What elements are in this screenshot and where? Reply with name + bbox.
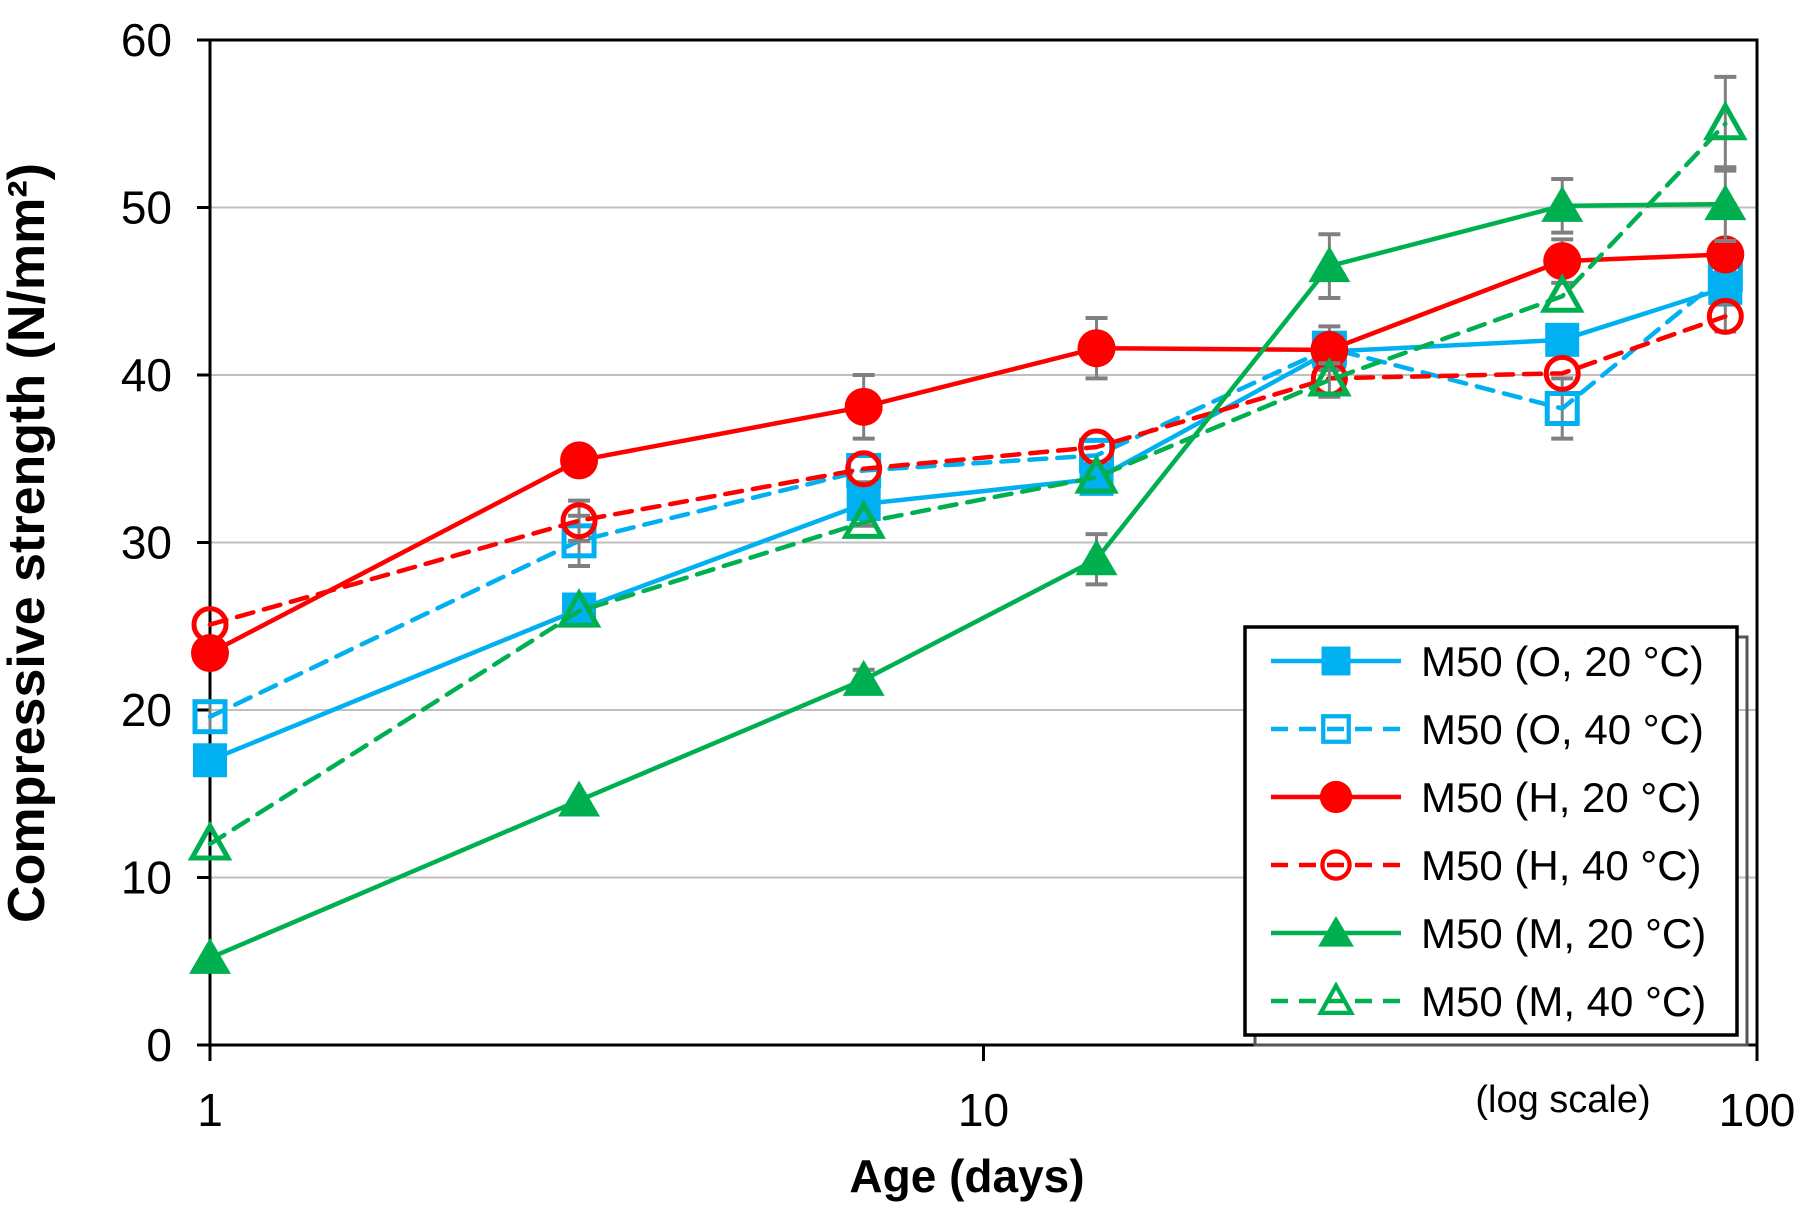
- marker-circle-open: [845, 450, 883, 488]
- marker-circle-filled: [1543, 242, 1582, 281]
- y-tick-label-10: 10: [121, 852, 172, 904]
- marker-triangle-open: [1074, 454, 1119, 494]
- marker-triangle-filled: [558, 780, 601, 817]
- marker-circle-filled: [1077, 329, 1116, 368]
- x-axis-title: Age (days): [849, 1150, 1084, 1202]
- marker-triangle-filled: [1704, 184, 1747, 221]
- marker-circle-open: [1543, 354, 1581, 392]
- marker-circle-filled: [1310, 330, 1349, 369]
- series-line-3: [207, 314, 1728, 627]
- marker-square-filled: [1321, 646, 1351, 676]
- legend-label-2: M50 (H, 20 °C): [1421, 774, 1702, 821]
- x-tick-label-1: 1: [197, 1084, 223, 1136]
- legend-label-4: M50 (M, 20 °C): [1421, 910, 1706, 957]
- marker-triangle-open: [1539, 273, 1585, 313]
- legend-box: [1243, 625, 1739, 1037]
- marker-triangle-filled: [1075, 539, 1118, 576]
- marker-circle-open: [191, 606, 229, 644]
- marker-triangle-open: [1703, 100, 1748, 141]
- marker-triangle-open: [187, 820, 233, 861]
- marker-square-filled: [1545, 322, 1580, 357]
- marker-square-open: [1321, 714, 1351, 744]
- x-tick-label-100: 100: [1719, 1084, 1796, 1136]
- y-tick-label-30: 30: [121, 517, 172, 569]
- marker-circle-open: [560, 502, 598, 540]
- marker-circle-filled: [844, 387, 883, 426]
- marker-circle-filled: [1319, 780, 1353, 814]
- marker-triangle-open: [1307, 356, 1352, 397]
- legend-label-0: M50 (O, 20 °C): [1421, 638, 1704, 685]
- marker-circle-filled: [1706, 235, 1745, 274]
- legend-label-5: M50 (M, 40 °C): [1421, 978, 1706, 1025]
- marker-circle-filled: [560, 441, 599, 480]
- marker-triangle-filled: [1308, 246, 1351, 283]
- marker-triangle-filled: [1318, 916, 1354, 947]
- marker-triangle-filled: [189, 937, 231, 974]
- marker-square-open: [1544, 391, 1580, 426]
- marker-circle-open: [1706, 297, 1744, 335]
- marker-triangle-filled: [842, 659, 885, 696]
- y-tick-label-60: 60: [121, 14, 172, 66]
- marker-square-filled: [193, 743, 227, 778]
- series-line-5: [207, 121, 1728, 847]
- y-tick-label-20: 20: [121, 684, 172, 736]
- y-axis-title: Compressive strength (N/mm²): [0, 163, 56, 923]
- y-tick-label-40: 40: [121, 349, 172, 401]
- x-tick-label-10: 10: [958, 1084, 1009, 1136]
- legend-label-3: M50 (H, 40 °C): [1421, 842, 1702, 889]
- log-scale-note: (log scale): [1475, 1079, 1650, 1121]
- legend-label-1: M50 (O, 40 °C): [1421, 706, 1704, 753]
- y-tick-label-50: 50: [121, 182, 172, 234]
- marker-square-open: [192, 699, 228, 735]
- marker-circle-filled: [191, 634, 229, 673]
- marker-circle-open: [1320, 849, 1352, 881]
- marker-triangle-filled: [1541, 185, 1584, 222]
- y-tick-label-0: 0: [146, 1019, 172, 1071]
- marker-triangle-open: [556, 588, 602, 628]
- marker-triangle-open: [1317, 981, 1355, 1016]
- marker-triangle-open: [841, 499, 886, 539]
